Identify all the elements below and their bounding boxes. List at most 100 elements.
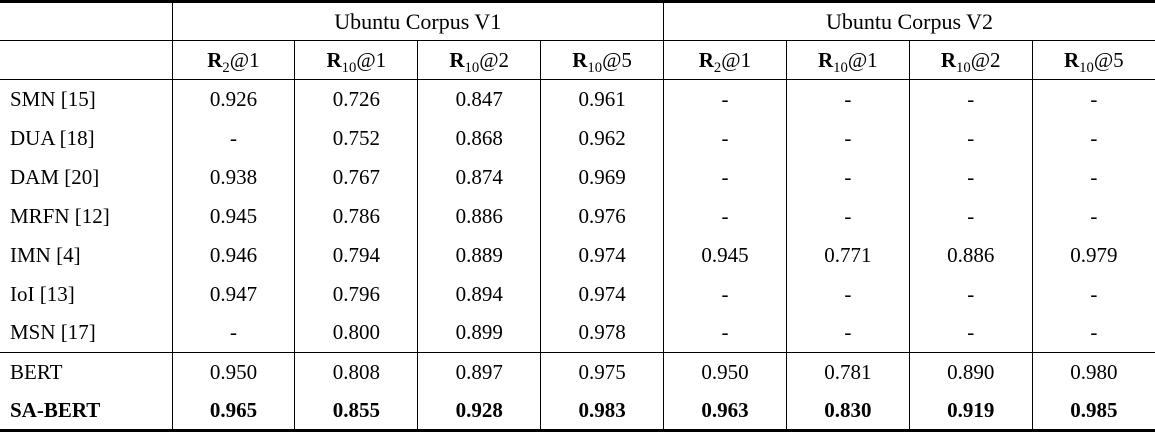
table-row: SA-BERT 0.965 0.855 0.928 0.983 0.963 0.830 0.9… xyxy=(0,391,1155,431)
metric-value: 0.946 xyxy=(171,235,295,275)
metric-value: - xyxy=(1031,79,1155,119)
metric-subscript: 2 xyxy=(713,59,722,76)
metric-value: 0.974 xyxy=(540,274,664,314)
metric-header: R2@1 xyxy=(171,40,295,80)
model-name: SA-BERT xyxy=(0,391,173,431)
model-name: DUA [18] xyxy=(0,118,173,158)
model-name: IMN [4] xyxy=(0,235,173,275)
metric-name: R xyxy=(326,47,342,72)
metric-header: R10@5 xyxy=(540,40,664,80)
metric-value: - xyxy=(785,157,910,197)
metric-value: 0.830 xyxy=(785,391,910,431)
corner-cell xyxy=(0,1,173,41)
metric-value: 0.965 xyxy=(171,391,295,431)
metric-value: - xyxy=(663,157,787,197)
metric-value: - xyxy=(785,274,910,314)
metric-name: R xyxy=(572,47,588,72)
model-name: BERT xyxy=(0,352,173,392)
metric-value: - xyxy=(785,313,910,353)
metric-value: - xyxy=(908,313,1033,353)
metric-at-k: @5 xyxy=(602,47,632,72)
metric-value: 0.794 xyxy=(294,235,418,275)
metric-value: 0.890 xyxy=(908,352,1033,392)
metric-value: - xyxy=(1031,157,1155,197)
metric-value: - xyxy=(785,79,910,119)
metric-value: 0.752 xyxy=(294,118,418,158)
metric-subscript: 10 xyxy=(464,59,480,76)
metric-value: 0.928 xyxy=(417,391,541,431)
group-header-row: Ubuntu Corpus V1 Ubuntu Corpus V2 xyxy=(0,1,1155,41)
metric-value: 0.874 xyxy=(417,157,541,197)
metric-value: 0.947 xyxy=(171,274,295,314)
metric-value: 0.979 xyxy=(1031,235,1155,275)
metric-value: 0.980 xyxy=(1031,352,1155,392)
metric-value: - xyxy=(785,196,910,236)
group-header-ubuntu-corpus-v2: Ubuntu Corpus V2 xyxy=(663,1,1155,41)
metric-subscript: 10 xyxy=(587,59,603,76)
metric-value: - xyxy=(908,157,1033,197)
table-row: IMN [4] 0.946 0.794 0.889 0.974 0.945 0.771 0.8… xyxy=(0,235,1155,275)
metric-value: 0.985 xyxy=(1031,391,1155,431)
metric-subscript: 10 xyxy=(341,59,357,76)
metric-value: 0.983 xyxy=(540,391,664,431)
metric-value: 0.886 xyxy=(417,196,541,236)
metric-value: - xyxy=(663,196,787,236)
metric-value: 0.899 xyxy=(417,313,541,353)
corner-cell xyxy=(0,40,173,80)
metric-at-k: @2 xyxy=(970,47,1001,72)
metric-value: 0.808 xyxy=(294,352,418,392)
metric-value: - xyxy=(908,79,1033,119)
metric-value: - xyxy=(1031,118,1155,158)
metric-value: 0.974 xyxy=(540,235,664,275)
metric-value: 0.976 xyxy=(540,196,664,236)
metric-at-k: @1 xyxy=(356,47,387,72)
metric-value: - xyxy=(171,313,295,353)
metric-value: 0.975 xyxy=(540,352,664,392)
metric-header: R10@5 xyxy=(1031,40,1155,80)
model-name: SMN [15] xyxy=(0,79,173,119)
metric-name: R xyxy=(817,47,834,72)
metric-at-k: @2 xyxy=(479,47,510,72)
metric-subscript: 10 xyxy=(833,59,848,76)
metric-value: 0.855 xyxy=(294,391,418,431)
metric-value: 0.969 xyxy=(540,157,664,197)
metric-subscript: 2 xyxy=(222,59,230,76)
metric-value: - xyxy=(663,79,787,119)
metric-value: - xyxy=(908,274,1033,314)
metric-header: R10@1 xyxy=(785,40,910,80)
metric-name: R xyxy=(1063,47,1080,72)
metric-value: 0.926 xyxy=(171,79,295,119)
metric-value: 0.786 xyxy=(294,196,418,236)
metric-at-k: @5 xyxy=(1093,47,1124,72)
metric-value: - xyxy=(663,118,787,158)
metric-value: 0.726 xyxy=(294,79,418,119)
metric-value: 0.889 xyxy=(417,235,541,275)
metric-value: 0.950 xyxy=(171,352,295,392)
metric-at-k: @1 xyxy=(229,47,260,72)
model-name: MSN [17] xyxy=(0,313,173,353)
metric-value: 0.945 xyxy=(171,196,295,236)
model-name: DAM [20] xyxy=(0,157,173,197)
metric-value: - xyxy=(908,196,1033,236)
metric-value: - xyxy=(785,118,910,158)
metric-header-row: R2@1 R10@1 R10@2 R10@5 R2@1 R10@1 R10@2 R10@5 xyxy=(0,40,1155,80)
metric-header: R2@1 xyxy=(663,40,787,80)
metric-value: 0.781 xyxy=(785,352,910,392)
metric-value: 0.771 xyxy=(785,235,910,275)
metric-subscript: 10 xyxy=(956,59,971,76)
metric-value: - xyxy=(1031,196,1155,236)
table-row: BERT 0.950 0.808 0.897 0.975 0.950 0.781 0.890 0… xyxy=(0,352,1155,392)
metric-name: R xyxy=(698,47,714,72)
metric-value: 0.938 xyxy=(171,157,295,197)
metric-value: 0.886 xyxy=(908,235,1033,275)
metric-header: R10@1 xyxy=(294,40,418,80)
table-row: MSN [17] -0.800 0.899 0.978- - - - xyxy=(0,313,1155,353)
metric-value: - xyxy=(171,118,295,158)
metric-value: 0.978 xyxy=(540,313,664,353)
group-header-ubuntu-corpus-v1: Ubuntu Corpus V1 xyxy=(172,1,664,41)
metric-name: R xyxy=(940,47,956,72)
metric-subscript: 10 xyxy=(1079,59,1094,76)
metric-name: R xyxy=(449,47,465,72)
metric-value: - xyxy=(908,118,1033,158)
table-row: IoI [13] 0.947 0.796 0.894 0.974- - - - xyxy=(0,274,1155,314)
